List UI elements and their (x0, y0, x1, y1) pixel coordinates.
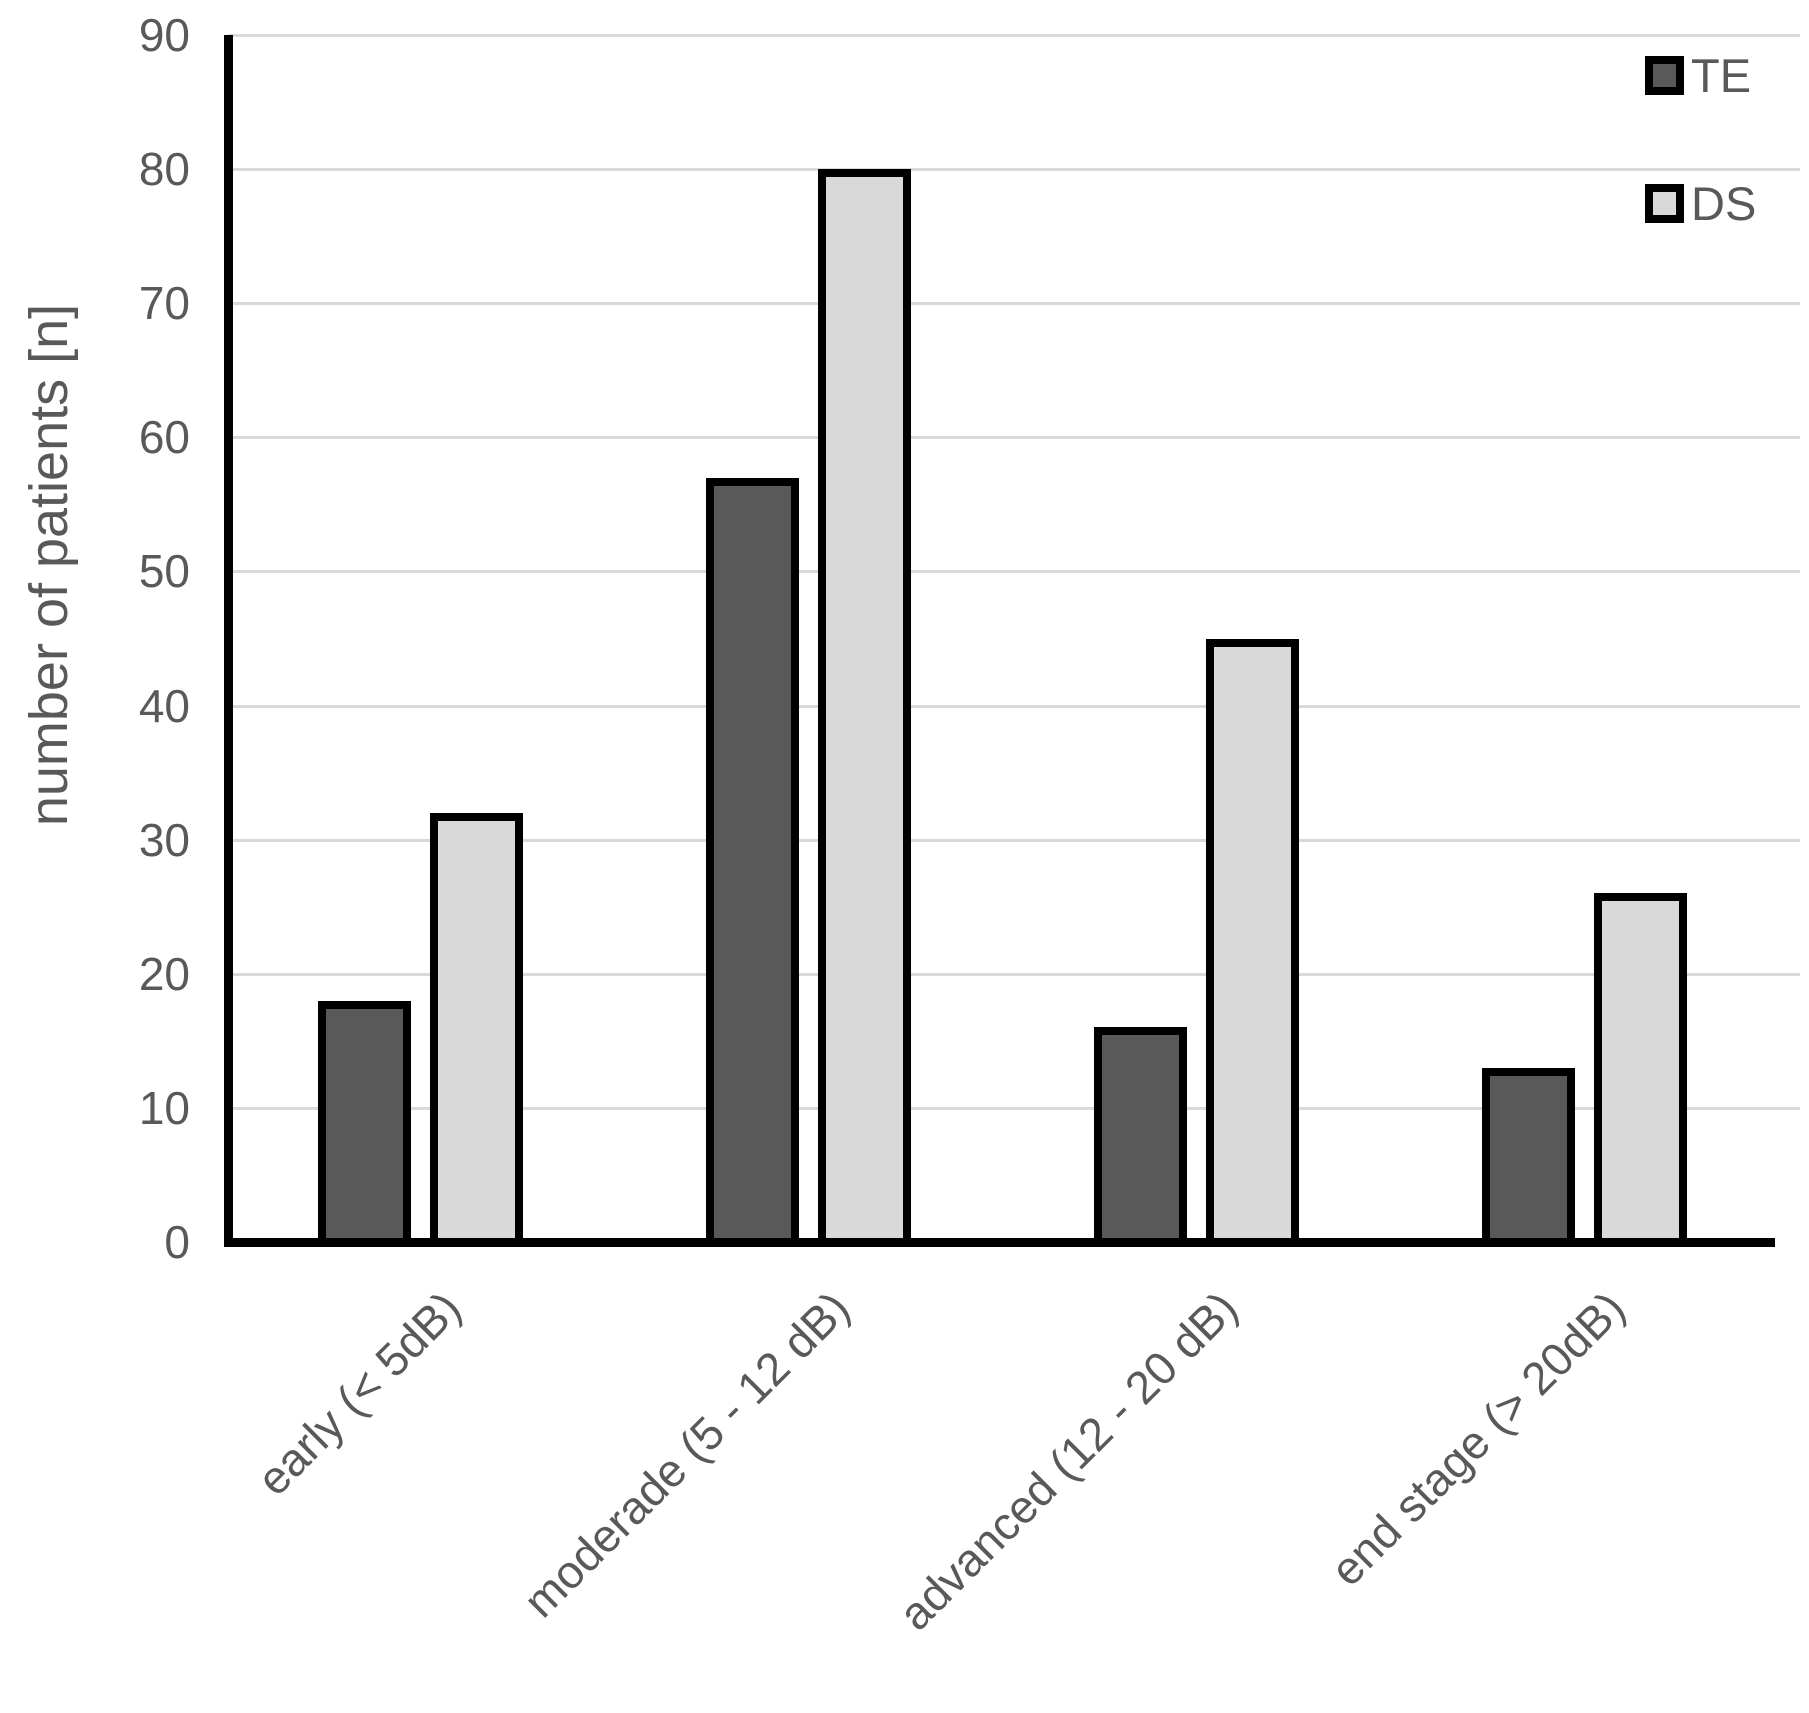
gridline-y-10 (228, 1106, 1800, 1110)
legend-label-te: TE (1691, 49, 1752, 102)
y-tick-label-10: 10 (138, 1081, 190, 1134)
x-category-label-3: end stage (> 20dB) (1320, 1281, 1636, 1596)
gridline-y-90 (228, 34, 1800, 37)
bar-ds-1 (818, 169, 911, 1247)
x-category-label-2: advanced (12 - 20 dB) (888, 1281, 1248, 1640)
y-tick-label-50: 50 (138, 545, 190, 598)
y-axis-line (224, 35, 233, 1247)
gridline-y-50 (228, 570, 1800, 574)
ds-series-swatch-icon (1645, 184, 1684, 223)
legend: TE DS (1645, 52, 1756, 308)
legend-label-ds: DS (1691, 177, 1757, 230)
y-tick-label-80: 80 (138, 143, 190, 196)
gridline-y-80 (228, 168, 1800, 172)
te-series-swatch-icon (1645, 56, 1684, 95)
bar-te-2 (1094, 1027, 1187, 1247)
y-axis-title: number of patients [n] (19, 303, 79, 827)
gridline-y-70 (228, 302, 1800, 306)
bar-ds-2 (1206, 639, 1299, 1247)
y-tick-label-60: 60 (138, 411, 190, 464)
bar-te-0 (318, 1001, 411, 1247)
y-tick-label-70: 70 (138, 277, 190, 330)
y-tick-label-90: 90 (138, 9, 190, 61)
gridline-y-30 (228, 838, 1800, 842)
legend-item-te: TE (1645, 52, 1756, 99)
gridline-y-40 (228, 704, 1800, 708)
y-axis-title-wrap: number of patients [n] (14, 0, 84, 1130)
gridline-y-60 (228, 436, 1800, 440)
y-tick-label-30: 30 (138, 813, 190, 866)
y-tick-label-0: 0 (164, 1216, 190, 1268)
y-tick-label-40: 40 (138, 679, 190, 732)
y-tick-label-20: 20 (138, 947, 190, 1000)
x-category-label-1: moderade (5 - 12 dB) (513, 1281, 860, 1628)
bar-ds-0 (430, 813, 523, 1247)
bar-te-3 (1482, 1068, 1575, 1247)
legend-item-ds: DS (1645, 180, 1756, 227)
x-axis-line (224, 1238, 1775, 1247)
x-category-label-0: early (< 5dB) (247, 1281, 472, 1506)
bar-te-1 (706, 478, 799, 1247)
gridline-y-20 (228, 972, 1800, 976)
bar-ds-3 (1594, 893, 1687, 1247)
